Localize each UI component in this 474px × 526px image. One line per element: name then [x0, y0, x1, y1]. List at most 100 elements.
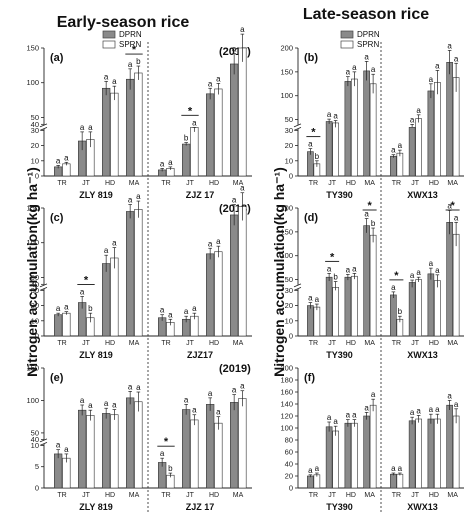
significance-letter: a [416, 106, 421, 115]
significance-letter: a [232, 386, 237, 395]
x-tick-label: TR [309, 340, 318, 347]
significance-letter: a [333, 417, 338, 426]
y-tick-label: 10 [285, 156, 293, 165]
significance-letter: a [160, 306, 165, 315]
bar-sprn [313, 306, 321, 337]
x-tick-label: TR [309, 492, 318, 499]
axis-break-mark [39, 438, 48, 443]
x-tick-label: HD [429, 180, 439, 187]
significance-star: * [367, 200, 372, 212]
significance-letter: a [128, 382, 133, 391]
y-tick-label: 0 [35, 332, 39, 341]
bar-sprn [313, 474, 321, 489]
significance-letter: a [346, 411, 351, 420]
y-tick-label: 0 [289, 484, 293, 493]
significance-letter: a [447, 201, 452, 210]
x-tick-label: MA [129, 492, 140, 499]
significance-letter: a [136, 192, 141, 201]
axis-break-mark [293, 126, 302, 131]
significance-letter: a [56, 304, 61, 313]
significance-letter: a [112, 401, 117, 410]
axis-break-mark [39, 123, 48, 128]
significance-letter: b [184, 134, 189, 143]
axis-break-mark [39, 126, 48, 131]
axis-break [295, 124, 464, 129]
significance-letter: a [364, 52, 369, 61]
y-tick-label: 20 [31, 141, 39, 150]
x-tick-label: JT [328, 340, 337, 347]
bar-sprn [134, 209, 143, 337]
x-tick-label: MA [129, 340, 140, 347]
x-tick-label: JT [82, 340, 91, 347]
x-tick-label: HD [105, 180, 115, 187]
y-tick-label: 10 [31, 441, 39, 450]
y-tick-label: 100 [280, 251, 293, 260]
bar-dprn [102, 413, 111, 489]
significance-letter: b [168, 464, 173, 473]
bar-dprn [230, 214, 239, 337]
bar-sprn [238, 47, 247, 177]
bar-sprn [332, 287, 339, 337]
y-tick-label: 140 [280, 400, 293, 409]
panel-label: (a) [50, 52, 64, 64]
bar-sprn [134, 72, 143, 177]
significance-letter: a [352, 411, 357, 420]
x-tick-label: TR [309, 180, 318, 187]
significance-letter: a [168, 310, 173, 319]
significance-letter: a [315, 295, 320, 304]
group-label: ZJZ 17 [186, 502, 215, 512]
y-axis-label-left: Nitrogen accumulation(kg ha⁻¹) [24, 167, 40, 377]
bar-sprn [452, 233, 460, 337]
significance-letter: a [88, 401, 93, 410]
bar-dprn [446, 62, 453, 177]
axis-break [41, 124, 252, 129]
bar-sprn [369, 83, 377, 177]
bar-dprn [344, 81, 352, 177]
x-tick-label: JT [328, 492, 337, 499]
group-label: ZLY 819 [79, 350, 113, 360]
bar-dprn [102, 87, 111, 177]
significance-letter: a [447, 41, 452, 50]
significance-letter: a [104, 72, 109, 81]
y-axis-label-right: Nitrogen accumulation(kg ha⁻¹) [271, 167, 287, 377]
bar-dprn [325, 426, 333, 489]
significance-letter: a [371, 65, 376, 74]
legend-swatch [102, 40, 116, 49]
significance-letter: a [435, 61, 440, 70]
y-tick-label: 0 [289, 172, 293, 181]
bar-sprn [214, 422, 223, 489]
bar-sprn [369, 234, 377, 337]
significance-letter: a [391, 464, 396, 473]
axis-break-mark [39, 442, 48, 446]
bar-sprn [86, 415, 95, 489]
x-tick-label: HD [429, 492, 439, 499]
axis-break-mark [39, 286, 48, 291]
significance-letter: a [435, 405, 440, 414]
bar-dprn [206, 253, 215, 337]
y-tick-label: 10 [31, 316, 39, 325]
x-tick-label: MA [233, 492, 244, 499]
significance-letter: a [112, 77, 117, 86]
significance-letter: b [398, 307, 403, 316]
bar-dprn [206, 404, 215, 489]
bar-sprn [434, 418, 441, 489]
x-tick-label: MA [447, 492, 458, 499]
y-tick-label: 10 [285, 316, 293, 325]
significance-letter: a [364, 209, 369, 218]
significance-letter: a [128, 60, 133, 69]
y-tick-label: 150 [26, 364, 39, 373]
x-tick-label: MA [129, 180, 140, 187]
y-tick-label: 100 [26, 396, 39, 405]
x-tick-label: TR [161, 492, 170, 499]
significance-star: * [188, 105, 193, 117]
axis-break-mark [293, 123, 302, 128]
bar-dprn [230, 63, 239, 177]
bar-dprn [307, 475, 314, 489]
y-tick-label: 200 [280, 204, 293, 213]
bar-sprn [110, 257, 119, 337]
y-tick-label: 30 [31, 126, 39, 135]
bar-sprn [369, 404, 377, 489]
bar-sprn [110, 92, 119, 177]
